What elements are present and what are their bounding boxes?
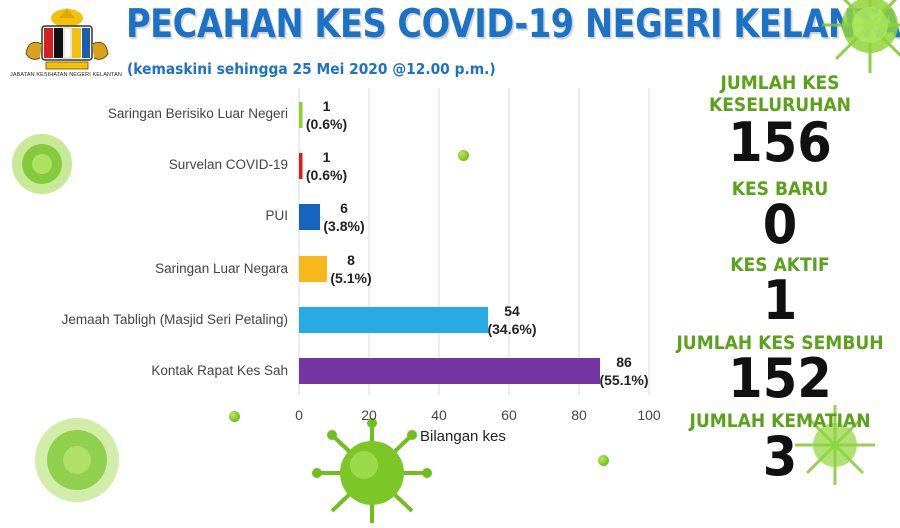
category-label: Saringan Berisiko Luar Negeri	[107, 106, 288, 121]
stat-label: KES BARU	[731, 178, 829, 200]
bar	[299, 204, 320, 230]
bar-value-label: 1	[323, 149, 331, 165]
x-tick-label: 60	[501, 407, 517, 423]
bar-percent-label: (3.8%)	[323, 218, 364, 234]
category-label: PUI	[265, 208, 288, 223]
bar	[299, 358, 600, 384]
stat-value: 152	[728, 347, 832, 410]
bar-percent-label: (34.6%)	[487, 321, 536, 337]
stat-value: 0	[762, 193, 798, 256]
x-tick-label: 20	[361, 407, 377, 423]
x-tick-label: 40	[431, 407, 447, 423]
bar	[299, 153, 303, 179]
x-axis-label: Bilangan kes	[420, 428, 506, 445]
bar-value-label: 86	[616, 354, 632, 370]
x-tick-label: 0	[295, 407, 303, 423]
stat-value: 156	[728, 111, 832, 174]
stat-label: KES AKTIF	[730, 254, 830, 276]
x-tick-label: 100	[637, 407, 661, 423]
stat-label: KESELURUHAN	[708, 94, 852, 116]
bar-value-label: 6	[340, 200, 348, 216]
virus-dot-icon	[229, 411, 240, 422]
category-label: Survelan COVID-19	[168, 157, 288, 172]
bar-value-label: 54	[504, 303, 520, 319]
stat-label: JUMLAH KES SEMBUH	[676, 332, 884, 354]
stat-label: JUMLAH KES	[720, 72, 840, 94]
stat-new-cases: KES BARU 0	[660, 178, 900, 256]
department-name: JABATAN KESIHATAN NEGERI KELANTAN	[10, 72, 122, 78]
category-label: Kontak Rapat Kes Sah	[151, 363, 288, 378]
stat-deaths: JUMLAH KEMATIAN 3	[660, 410, 900, 488]
stat-recovered: JUMLAH KES SEMBUH 152	[660, 332, 900, 410]
stat-value: 1	[762, 269, 798, 332]
category-label: Jemaah Tabligh (Masjid Seri Petaling)	[61, 312, 288, 327]
coat-of-arms-logo	[25, 8, 109, 70]
case-breakdown-chart: 0 20 40 60 80 100 1 (0.6%) 1 (0.6%) 6 (3.8%) 8 (5.1%)…	[295, 88, 661, 423]
x-tick-label: 80	[571, 407, 587, 423]
virus-dot-icon	[598, 455, 609, 466]
bar	[299, 256, 327, 282]
bar-value-label: 1	[323, 98, 331, 114]
stat-total: JUMLAH KES KESELURUHAN 156	[660, 72, 900, 174]
stat-active-cases: KES AKTIF 1	[660, 254, 900, 332]
bar-percent-label: (55.1%)	[599, 372, 648, 388]
page-subtitle: (kemaskini sehingga 25 Mei 2020 @12.00 p…	[127, 60, 496, 78]
bar-percent-label: (0.6%)	[306, 167, 347, 183]
virus-dot-icon	[458, 150, 469, 161]
bar-value-label: 8	[347, 252, 355, 268]
stat-label: JUMLAH KEMATIAN	[689, 410, 871, 432]
category-label: Saringan Luar Negara	[155, 261, 288, 276]
stat-value: 3	[762, 425, 798, 488]
bar	[299, 307, 488, 333]
bar-percent-label: (0.6%)	[306, 116, 347, 132]
bar-percent-label: (5.1%)	[330, 270, 371, 286]
bar	[299, 102, 303, 128]
stats-panel: JUMLAH KES KESELURUHAN 156 KES BARU 0 KE…	[660, 72, 900, 488]
